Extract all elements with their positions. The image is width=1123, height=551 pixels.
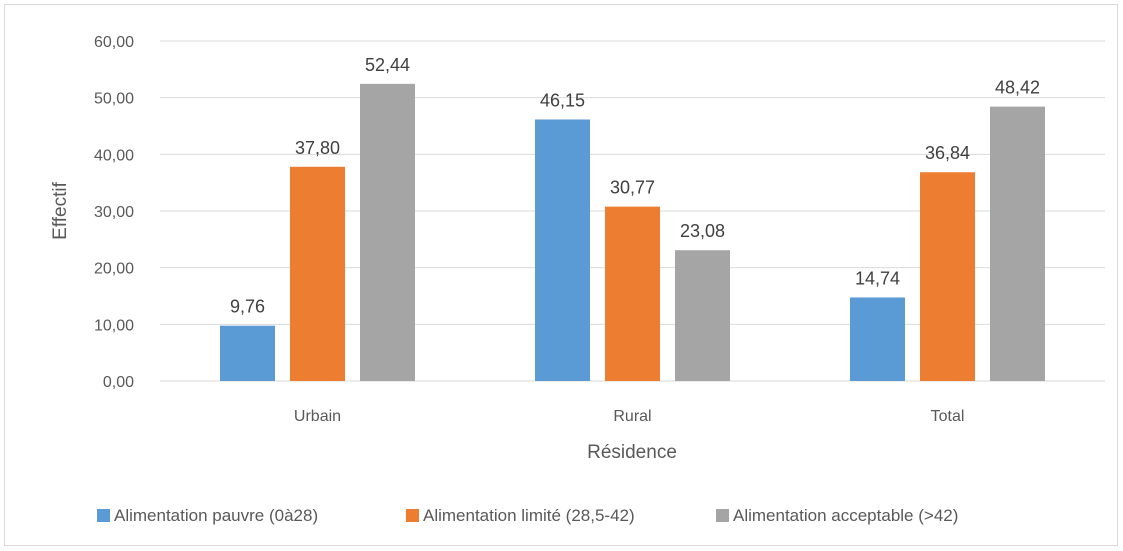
data-label: 36,84	[925, 143, 970, 163]
y-tick-label: 0,00	[103, 374, 134, 391]
x-axis-title: Résidence	[587, 442, 677, 463]
y-tick-label: 60,00	[94, 34, 134, 51]
y-axis-title: Effectif	[50, 181, 71, 239]
data-label: 9,76	[230, 297, 265, 317]
legend-label: Alimentation limité (28,5-42)	[423, 506, 635, 525]
legend-item: Alimentation pauvre (0à28)	[97, 506, 318, 525]
data-label: 23,08	[680, 221, 725, 241]
x-tick-label: Urbain	[294, 408, 341, 425]
bars	[220, 83, 1045, 382]
y-tick-label: 10,00	[94, 317, 134, 334]
legend-swatch	[406, 509, 419, 522]
data-label: 46,15	[540, 90, 585, 110]
bar	[990, 106, 1045, 382]
bar	[535, 119, 590, 381]
legend-label: Alimentation pauvre (0à28)	[114, 506, 318, 525]
legend-swatch	[97, 509, 110, 522]
y-tick-label: 30,00	[94, 204, 134, 221]
data-label: 48,42	[995, 78, 1040, 98]
legend-swatch	[716, 509, 729, 522]
x-tick-labels: Urbain Rural Total	[294, 408, 964, 425]
legend-item: Alimentation acceptable (>42)	[716, 506, 958, 525]
bar	[850, 297, 905, 381]
x-tick-label: Rural	[613, 408, 651, 425]
y-tick-labels: 0,00 10,00 20,00 30,00 40,00 50,00 60,00	[94, 34, 134, 391]
data-label: 37,80	[295, 138, 340, 158]
y-tick-label: 20,00	[94, 261, 134, 278]
bar	[220, 325, 275, 381]
legend: Alimentation pauvre (0à28) Alimentation l…	[97, 506, 958, 525]
data-label: 30,77	[610, 178, 655, 198]
legend-item: Alimentation limité (28,5-42)	[406, 506, 635, 525]
bar	[605, 206, 660, 381]
bar	[290, 166, 345, 381]
y-tick-label: 50,00	[94, 91, 134, 108]
data-label: 14,74	[855, 268, 900, 288]
bar	[920, 172, 975, 381]
bar	[360, 83, 415, 381]
x-tick-label: Total	[931, 408, 965, 425]
bar	[675, 250, 730, 381]
y-tick-label: 40,00	[94, 147, 134, 164]
legend-label: Alimentation acceptable (>42)	[733, 506, 958, 525]
data-labels: 9,76 37,80 52,44 46,15 30,77 23,08 14,74 36,84 4…	[230, 55, 1040, 317]
data-label: 52,44	[365, 55, 410, 75]
